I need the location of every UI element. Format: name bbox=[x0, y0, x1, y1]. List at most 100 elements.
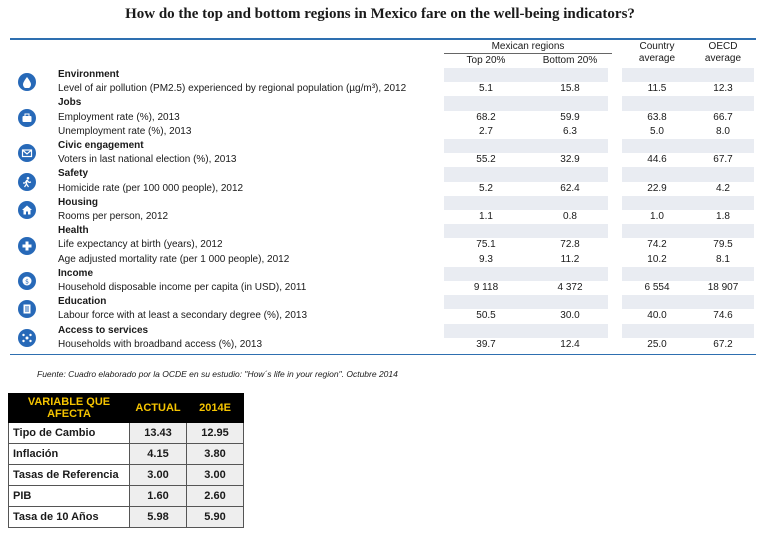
indicator-value-oecd: 18 907 bbox=[707, 282, 739, 293]
indicator-value-oecd: 79.5 bbox=[713, 239, 733, 251]
forecast-table: VARIABLE QUE AFECTA ACTUAL 2014E Tipo de… bbox=[8, 393, 244, 528]
category-shade bbox=[688, 295, 754, 310]
variable-name: Tipo de Cambio bbox=[8, 422, 130, 444]
indicator-label: Voters in last national election (%), 20… bbox=[58, 154, 237, 166]
income-icon: $ bbox=[18, 272, 36, 290]
category-shade bbox=[444, 68, 608, 83]
indicator-value-top: 5.2 bbox=[479, 182, 493, 194]
category-label: Education bbox=[58, 296, 107, 308]
indicator-value-oecd: 4.2 bbox=[716, 182, 730, 194]
indicator-value-top: 9 118 bbox=[473, 282, 499, 293]
category-shade bbox=[444, 266, 608, 281]
safety-icon bbox=[18, 172, 36, 191]
category-shade bbox=[622, 68, 688, 83]
actual-value: 5.98 bbox=[129, 506, 187, 528]
indicator-value-country: 63.8 bbox=[647, 111, 667, 123]
category-shade bbox=[688, 323, 754, 338]
actual-value: 13.43 bbox=[129, 422, 187, 444]
indicator-value-oecd: 8.1 bbox=[716, 253, 730, 265]
category-shade bbox=[444, 96, 608, 111]
indicator-label: Unemployment rate (%), 2013 bbox=[58, 125, 192, 137]
indicator-value-oecd: 66.7 bbox=[713, 111, 733, 123]
category-label: Access to services bbox=[58, 324, 149, 336]
indicator-value-bottom: 59.9 bbox=[560, 111, 580, 123]
variable-name: Inflación bbox=[8, 443, 130, 465]
indicator-value-bottom: 4 372 bbox=[557, 282, 583, 293]
category-shade bbox=[688, 266, 754, 281]
indicator-value-top: 55.2 bbox=[476, 154, 496, 166]
actual-value: 4.15 bbox=[129, 443, 187, 465]
indicator-value-top: 1.1 bbox=[479, 211, 493, 222]
indicator-value-country: 11.5 bbox=[647, 83, 667, 95]
header-actual: ACTUAL bbox=[129, 393, 187, 423]
table-row: Tasa de 10 Años 5.98 5.90 bbox=[8, 506, 244, 528]
table-row: Inflación 4.15 3.80 bbox=[8, 443, 244, 465]
category-label: Civic engagement bbox=[58, 140, 144, 151]
source-note: Fuente: Cuadro elaborado por la OCDE en … bbox=[37, 369, 398, 379]
indicator-value-top: 2.7 bbox=[479, 125, 493, 137]
header-variable: VARIABLE QUE AFECTA bbox=[8, 393, 130, 423]
indicator-value-country: 5.0 bbox=[650, 125, 664, 137]
svg-text:$: $ bbox=[25, 279, 29, 286]
jobs-icon bbox=[18, 108, 36, 127]
indicator-value-oecd: 1.8 bbox=[716, 211, 730, 222]
estimate-value: 2.60 bbox=[186, 485, 244, 507]
indicator-value-bottom: 12.4 bbox=[560, 338, 580, 350]
variable-name: PIB bbox=[8, 485, 130, 507]
indicator-label: Labour force with at least a secondary d… bbox=[58, 310, 308, 322]
indicator-label: Household disposable income per capita (… bbox=[58, 282, 307, 293]
forecast-header-row: VARIABLE QUE AFECTA ACTUAL 2014E bbox=[8, 393, 244, 423]
category-shade bbox=[688, 167, 754, 182]
header-oecd-line2: average bbox=[704, 53, 742, 64]
indicator-value-country: 25.0 bbox=[647, 338, 667, 350]
well-being-table: Mexican regions Top 20% Bottom 20% Count… bbox=[10, 38, 756, 356]
variable-name: Tasa de 10 Años bbox=[8, 506, 130, 528]
category-shade bbox=[622, 167, 688, 182]
indicator-label: Rooms per person, 2012 bbox=[58, 211, 169, 222]
indicator-label: Level of air pollution (PM2.5) experienc… bbox=[58, 83, 407, 95]
category-shade bbox=[688, 224, 754, 239]
indicator-value-country: 74.2 bbox=[647, 239, 667, 251]
indicator-value-country: 1.0 bbox=[650, 211, 664, 222]
estimate-value: 5.90 bbox=[186, 506, 244, 528]
indicator-label: Employment rate (%), 2013 bbox=[58, 111, 180, 123]
category-label: Housing bbox=[58, 196, 98, 208]
header-top-20: Top 20% bbox=[466, 55, 506, 66]
table-row: Tasas de Referencia 3.00 3.00 bbox=[8, 464, 244, 486]
indicator-value-country: 22.9 bbox=[647, 182, 667, 194]
category-shade bbox=[444, 224, 608, 239]
indicator-label: Homicide rate (per 100 000 people), 2012 bbox=[58, 182, 244, 194]
indicator-label: Households with broadband access (%), 20… bbox=[58, 338, 263, 350]
indicator-value-country: 40.0 bbox=[647, 310, 667, 322]
category-shade bbox=[444, 167, 608, 182]
table-row: PIB 1.60 2.60 bbox=[8, 485, 244, 507]
header-rule bbox=[444, 53, 612, 54]
header-2014e: 2014E bbox=[186, 393, 244, 423]
indicator-value-bottom: 15.8 bbox=[560, 83, 580, 95]
indicator-label: Life expectancy at birth (years), 2012 bbox=[58, 239, 223, 251]
category-shade bbox=[444, 323, 608, 338]
category-shade bbox=[622, 323, 688, 338]
category-shade bbox=[622, 224, 688, 239]
forecast-body: Tipo de Cambio 13.43 12.95 Inflación 4.15 3.8… bbox=[8, 422, 244, 528]
variable-name: Tasas de Referencia bbox=[8, 464, 130, 486]
header-country-average: Country average bbox=[622, 41, 692, 65]
environment-icon bbox=[18, 73, 36, 92]
category-shade bbox=[622, 195, 688, 210]
indicator-value-country: 44.6 bbox=[647, 154, 667, 166]
header-oecd-line1: OECD bbox=[708, 41, 738, 52]
indicator-value-top: 5.1 bbox=[479, 83, 493, 95]
estimate-value: 3.80 bbox=[186, 443, 244, 465]
category-shade bbox=[444, 139, 608, 154]
category-shade bbox=[688, 68, 754, 83]
indicator-value-bottom: 62.4 bbox=[560, 182, 580, 194]
category-shade bbox=[622, 96, 688, 111]
indicator-value-top: 39.7 bbox=[476, 338, 496, 350]
category-label: Health bbox=[58, 225, 89, 237]
indicator-value-oecd: 12.3 bbox=[713, 83, 733, 95]
housing-icon bbox=[18, 201, 36, 219]
header-mexican-regions: Mexican regions bbox=[491, 41, 565, 52]
indicator-value-bottom: 30.0 bbox=[560, 310, 580, 322]
header-bottom-20: Bottom 20% bbox=[542, 55, 598, 66]
category-shade bbox=[622, 295, 688, 310]
